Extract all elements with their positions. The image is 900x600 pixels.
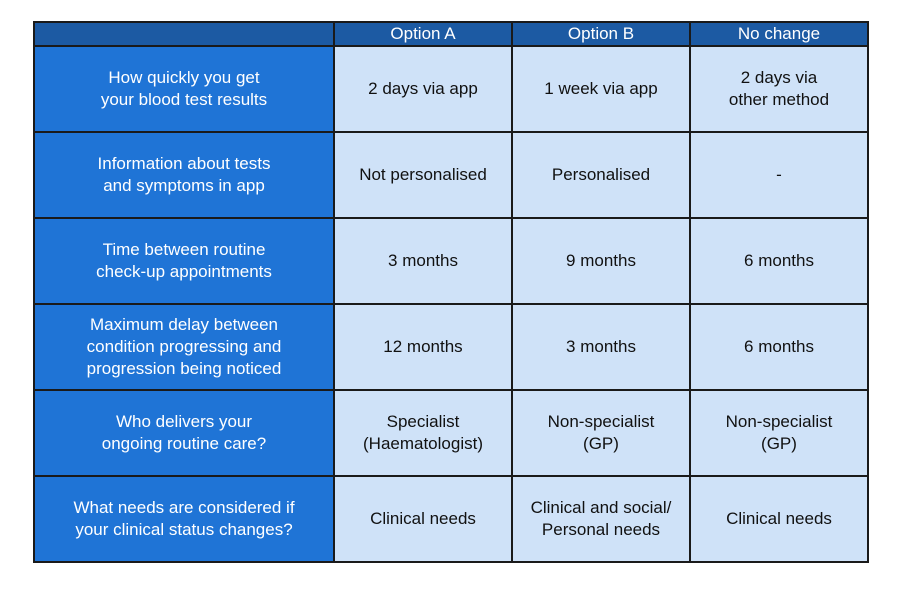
attribute-line: progression being noticed [86,359,282,378]
value-cell-no-change: 2 days via other method [689,45,869,133]
attribute-line: ongoing routine care? [101,434,267,453]
value-line: other method [728,90,830,109]
value-cell-option-b: Clinical and social/Personal needs [511,475,691,563]
attribute-cell: Who delivers your ongoing routine care? [33,389,335,477]
table-header: Option A Option B No change [33,21,869,47]
attribute-line: How quickly you get [108,68,260,87]
column-header-no-change: No change [689,21,869,47]
value-line: 3 months [566,337,636,356]
value-line: Clinical and social/ [530,498,672,517]
value-cell-option-a: 2 days via app [333,45,513,133]
attribute-cell: Information about tests and symptoms in a… [33,131,335,219]
value-line: (GP) [761,434,797,453]
value-cell-option-b: 1 week via app [511,45,691,133]
value-line: (GP) [583,434,619,453]
attribute-line: your clinical status changes? [75,520,293,539]
attribute-cell: Time between routine check-up appointment… [33,217,335,305]
attribute-line: Information about tests [97,154,271,173]
value-cell-no-change: 6 months [689,217,869,305]
value-line: - [776,165,782,184]
value-line: 3 months [388,251,458,270]
value-line: 1 week via app [544,79,658,98]
header-row: Option A Option B No change [33,21,869,47]
attribute-line: your blood test results [100,90,268,109]
value-cell-option-b: 9 months [511,217,691,305]
attribute-line: Time between routine [102,240,266,259]
column-header-option-a: Option A [333,21,513,47]
table-row: Information about tests and symptoms in a… [33,131,869,219]
value-cell-no-change: 6 months [689,303,869,391]
value-line: (Haematologist) [363,434,483,453]
value-line: Non-specialist [725,412,833,431]
value-cell-no-change: Clinical needs [689,475,869,563]
table-row: Maximum delay between condition progressi… [33,303,869,391]
attribute-line: Who delivers your [115,412,253,431]
value-line: Clinical needs [726,509,832,528]
value-line: 6 months [744,337,814,356]
table-row: How quickly you get your blood test resul… [33,45,869,133]
value-line: Not personalised [359,165,487,184]
table-row: Who delivers your ongoing routine care? Sp… [33,389,869,477]
value-line: Personal needs [541,520,661,539]
value-line: Personalised [551,165,651,184]
attribute-line: and symptoms in app [103,176,265,195]
attribute-line: Maximum delay between [89,315,279,334]
value-cell-no-change: Non-specialist (GP) [689,389,869,477]
value-line: Clinical needs [370,509,476,528]
attribute-line: What needs are considered if [73,498,295,517]
value-cell-option-a: 12 months [333,303,513,391]
value-line: Specialist [386,412,460,431]
table-row: Time between routine check-up appointment… [33,217,869,305]
value-cell-option-b: 3 months [511,303,691,391]
attribute-line: check-up appointments [96,262,272,281]
table-body: How quickly you get your blood test resul… [33,45,869,563]
value-line: 2 days via app [368,79,478,98]
value-line: 2 days via [740,68,818,87]
value-cell-option-b: Personalised [511,131,691,219]
value-cell-option-a: 3 months [333,217,513,305]
choice-table: Option A Option B No change How quickly … [33,21,869,563]
table-row: What needs are considered if your clinica… [33,475,869,563]
header-corner-cell [33,21,335,47]
value-line: 12 months [383,337,463,356]
choice-table-container: Option A Option B No change How quickly … [33,21,869,563]
value-cell-no-change: - [689,131,869,219]
value-line: 9 months [566,251,636,270]
value-cell-option-a: Specialist (Haematologist) [333,389,513,477]
column-header-option-b: Option B [511,21,691,47]
value-line: Non-specialist [547,412,655,431]
value-cell-option-b: Non-specialist (GP) [511,389,691,477]
attribute-cell: What needs are considered if your clinica… [33,475,335,563]
value-cell-option-a: Clinical needs [333,475,513,563]
attribute-cell: Maximum delay between condition progressi… [33,303,335,391]
attribute-cell: How quickly you get your blood test resul… [33,45,335,133]
attribute-line: condition progressing and [86,337,282,356]
value-line: 6 months [744,251,814,270]
value-cell-option-a: Not personalised [333,131,513,219]
